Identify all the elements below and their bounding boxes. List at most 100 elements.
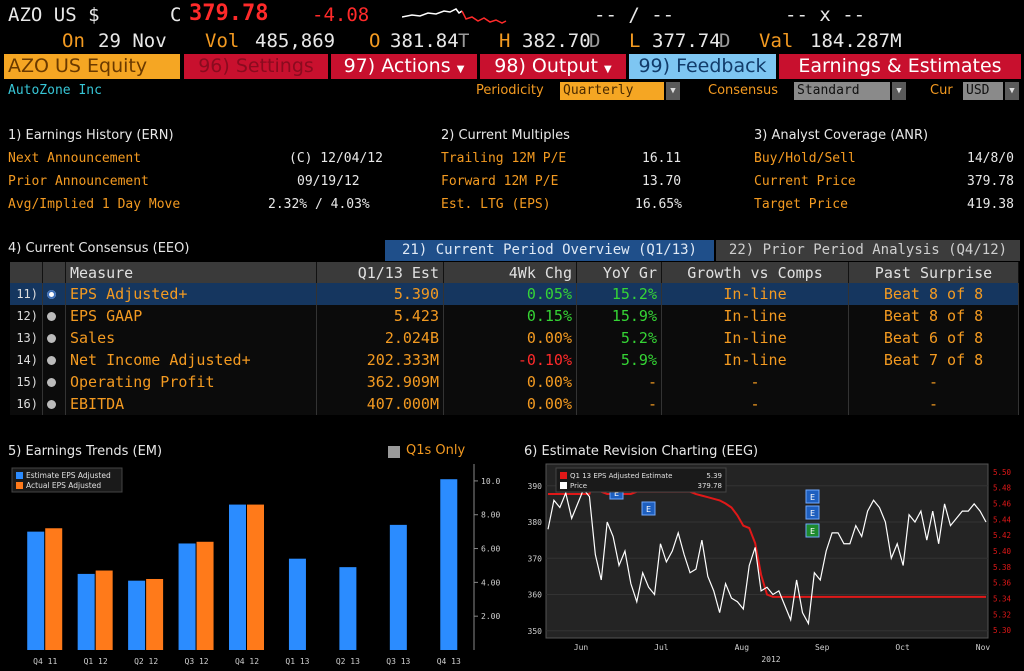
actions-button[interactable]: 97) Actions ▼ — [331, 54, 477, 79]
legend-label: Price — [570, 482, 587, 490]
surprise-value: Beat 8 of 8 — [848, 283, 1019, 305]
estimate-value: 2.024B — [316, 327, 444, 349]
header-growth-vs-comps[interactable]: Growth vs Comps — [661, 262, 849, 283]
q1s-only-checkbox[interactable] — [388, 446, 400, 458]
legend-swatch — [560, 472, 567, 479]
forward-pe-label: Forward 12M P/E — [441, 174, 559, 189]
consensus-title[interactable]: 4) Current Consensus (EEO) — [8, 241, 190, 256]
high-label: H — [499, 30, 511, 52]
radio-button[interactable] — [42, 327, 66, 349]
ltg-label: Est. LTG (EPS) — [441, 197, 551, 212]
right-tick-label: 5.38 — [993, 563, 1012, 572]
radio-icon — [47, 356, 56, 365]
row-number: 11) — [10, 283, 43, 305]
estimate-value: 5.423 — [316, 305, 444, 327]
current-price-label: Current Price — [754, 174, 856, 189]
estimate-bar — [178, 543, 196, 650]
change-value: 0.00% — [443, 371, 577, 393]
high-suffix: D — [589, 30, 601, 52]
measure-name: EPS GAAP — [65, 305, 317, 327]
measure-name: Sales — [65, 327, 317, 349]
surprise-value: Beat 8 of 8 — [848, 305, 1019, 327]
radio-icon — [47, 378, 56, 387]
yoy-value: 15.2% — [576, 283, 662, 305]
multiples-title[interactable]: 2) Current Multiples — [441, 128, 570, 143]
chevron-down-icon[interactable]: ▼ — [892, 82, 906, 100]
last-price: 379.78 — [189, 1, 269, 26]
output-button[interactable]: 98) Output ▼ — [480, 54, 626, 79]
table-row[interactable]: 15) Operating Profit 362.909M 0.00% - - … — [10, 371, 1019, 393]
comps-value: - — [661, 393, 849, 415]
table-row[interactable]: 13) Sales 2.024B 0.00% 5.2% In-line Beat… — [10, 327, 1019, 349]
header-estimate[interactable]: Q1/13 Est — [316, 262, 444, 283]
right-tick-label: 5.40 — [993, 547, 1012, 556]
x-tick-label: Q2 12 — [134, 657, 158, 666]
table-row[interactable]: 11) EPS Adjusted+ 5.390 0.05% 15.2% In-l… — [10, 283, 1019, 305]
tab-current-period[interactable]: 21) Current Period Overview (Q1/13) — [385, 240, 714, 261]
header-4wk-change[interactable]: 4Wk Chg — [443, 262, 577, 283]
legend-swatch — [16, 472, 23, 479]
header-yoy-growth[interactable]: YoY Gr — [576, 262, 662, 283]
left-tick-label: 370 — [528, 554, 543, 563]
earnings-estimates-button[interactable]: Earnings & Estimates — [779, 54, 1021, 79]
x-tick-label: Oct — [895, 643, 910, 652]
periodicity-label: Periodicity — [476, 83, 544, 98]
currency-select[interactable]: USD — [963, 82, 1003, 100]
next-announcement-value: (C) 12/04/12 — [289, 151, 383, 166]
right-tick-label: 5.44 — [993, 515, 1012, 524]
right-tick-label: 5.32 — [993, 610, 1011, 619]
chevron-down-icon[interactable]: ▼ — [666, 82, 680, 100]
y-tick-label: 6.00 — [481, 545, 500, 554]
x-year-label: 2012 — [761, 655, 780, 664]
open-suffix: T — [458, 30, 470, 52]
table-row[interactable]: 16) EBITDA 407.000M 0.00% - - - — [10, 393, 1019, 415]
chevron-down-icon: ▼ — [456, 64, 465, 75]
change-value: 0.00% — [443, 327, 577, 349]
radio-button[interactable] — [42, 305, 66, 327]
header-measure[interactable]: Measure — [65, 262, 317, 283]
x-tick-label: Nov — [976, 643, 991, 652]
ticker: AZO US $ — [8, 4, 100, 26]
estimate-value: 202.333M — [316, 349, 444, 371]
y-tick-label: 4.00 — [481, 578, 500, 587]
currency-label: Cur — [930, 83, 953, 98]
open-price: 381.84 — [390, 30, 459, 52]
estimate-revision-title[interactable]: 6) Estimate Revision Charting (EEG) — [524, 444, 759, 459]
table-row[interactable]: 12) EPS GAAP 5.423 0.15% 15.9% In-line B… — [10, 305, 1019, 327]
estimate-value: 5.390 — [316, 283, 444, 305]
radio-button[interactable] — [42, 393, 66, 415]
periodicity-select[interactable]: Quarterly — [560, 82, 664, 100]
price-line — [547, 488, 987, 626]
estimate-value: 407.000M — [316, 393, 444, 415]
radio-button[interactable] — [42, 283, 66, 305]
right-tick-label: 5.30 — [993, 626, 1012, 635]
measure-name: Operating Profit — [65, 371, 317, 393]
table-row[interactable]: 14) Net Income Adjusted+ 202.333M -0.10%… — [10, 349, 1019, 371]
feedback-button[interactable]: 99) Feedback — [629, 54, 776, 79]
measure-name: EBITDA — [65, 393, 317, 415]
analyst-coverage-title[interactable]: 3) Analyst Coverage (ANR) — [754, 128, 929, 143]
low-label: L — [629, 30, 641, 52]
chevron-down-icon[interactable]: ▼ — [1005, 82, 1019, 100]
legend-label: Actual EPS Adjusted — [26, 481, 101, 490]
day-move-value: 2.32% / 4.03% — [268, 197, 370, 212]
surprise-value: Beat 6 of 8 — [848, 327, 1019, 349]
radio-button[interactable] — [42, 349, 66, 371]
earnings-trends-title[interactable]: 5) Earnings Trends (EM) — [8, 444, 163, 459]
estimate-value: 362.909M — [316, 371, 444, 393]
measure-name: Net Income Adjusted+ — [65, 349, 317, 371]
date: 29 Nov — [98, 30, 167, 52]
low-suffix: D — [719, 30, 731, 52]
buy-hold-sell-value: 14/8/0 — [967, 151, 1014, 166]
chevron-down-icon: ▼ — [603, 64, 612, 75]
security-field[interactable]: AZO US Equity — [4, 54, 180, 79]
consensus-select[interactable]: Standard — [794, 82, 890, 100]
yoy-value: 15.9% — [576, 305, 662, 327]
earnings-history-title[interactable]: 1) Earnings History (ERN) — [8, 128, 174, 143]
header-past-surprise[interactable]: Past Surprise — [848, 262, 1019, 283]
settings-button[interactable]: 96) Settings — [184, 54, 328, 79]
x-tick-label: Q3 13 — [386, 657, 410, 666]
estimate-bar — [27, 531, 45, 650]
radio-button[interactable] — [42, 371, 66, 393]
tab-prior-period[interactable]: 22) Prior Period Analysis (Q4/12) — [716, 240, 1020, 261]
